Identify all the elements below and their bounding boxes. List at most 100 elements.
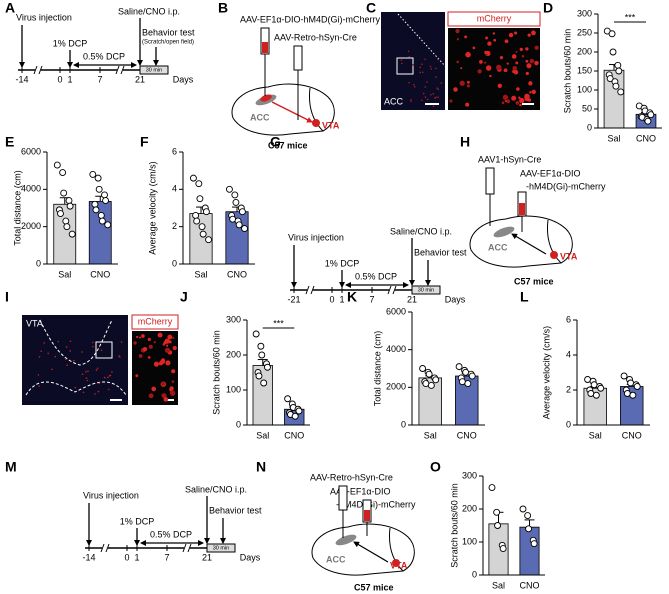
y-tick-label: 100 [226,384,241,394]
panel-label: C [366,0,376,16]
cell [40,350,42,352]
cell [511,54,517,59]
region-label: VTA [322,120,340,130]
cell [139,336,142,339]
cell [148,393,154,399]
cell [525,47,529,51]
data-point [488,484,496,491]
cell [531,30,536,36]
cell [98,382,101,384]
y-axis-label: Scratch bouts/60 min [562,29,572,114]
region-label: VTA [560,251,578,261]
cell [66,364,68,366]
cell [172,336,175,339]
region-label: ACC [384,96,404,106]
cell [85,370,87,373]
data-point [499,545,507,553]
y-tick-label: 100 [462,536,477,546]
cell [96,367,99,370]
bar [88,201,112,265]
event-label: 0.5% DCP [83,51,125,61]
cell [410,98,412,101]
cell [65,346,68,348]
data-point [493,508,501,516]
window-label: 30 min [146,67,163,73]
cell [413,84,415,86]
event-label: 1% DCP [53,38,88,48]
cell [86,379,89,382]
cell [72,359,75,362]
cell [432,105,435,108]
y-tick-label: 0 [587,122,592,132]
cell [108,375,111,377]
region-label: ACC [326,554,346,564]
cell [165,360,171,366]
event-label: Behavior test [414,247,467,257]
data-point [612,82,620,90]
data-point [525,525,533,533]
cell [449,99,453,103]
cell [69,340,72,343]
cell [151,386,157,392]
cell [436,87,438,89]
cell [136,335,139,339]
mouse-label: C57 mice [268,140,308,150]
cell [412,63,414,66]
data-point [255,372,263,380]
cell [120,341,123,343]
axis-break [35,66,41,74]
x-tick-label: Sal [607,133,620,143]
data-point [620,372,628,380]
panel-label: H [460,134,470,150]
cell [525,59,529,63]
brain [231,83,335,136]
cell [529,91,532,94]
axis-break [310,285,315,295]
event-label: 1% DCP [120,516,155,526]
y-axis-label: Total distance (cm) [12,170,22,246]
data-point [257,342,265,350]
x-tick-label: Sal [424,430,437,440]
cell [485,65,492,71]
data-point [629,391,637,399]
day-label: 21 [407,294,417,304]
cell [401,62,403,65]
cell [419,71,422,74]
cell [508,32,514,38]
cell [440,82,443,84]
event-label: Virus injection [83,490,139,500]
data-point [644,117,652,125]
y-tick-label: 50 [582,103,592,113]
y-tick-label: 4000 [21,184,41,194]
axis-break [307,286,313,294]
y-tick-label: 0 [36,258,41,268]
cell [100,349,103,352]
cell [501,101,505,105]
cell [466,80,470,84]
y-tick-label: 0 [236,419,241,429]
y-tick-label: 0 [566,419,571,429]
syringe [485,167,527,232]
cell [148,344,153,349]
cell [162,343,166,346]
cell [51,368,53,371]
micrograph-i: VTA mCherry [22,314,179,405]
day-label: 1 [134,552,139,562]
cell [54,355,57,358]
stain-header [131,314,179,330]
region-label: VTA [390,560,408,570]
cell [526,63,532,69]
day-label: -21 [287,294,300,304]
x-tick-label: CNO [622,430,642,440]
day-label: 0 [329,294,334,304]
panel-label: F [140,134,149,150]
panel-label: I [5,289,9,305]
event-note: (Scratch/open field) [142,40,194,46]
y-tick-label: 4000 [386,344,406,354]
cell [408,81,410,84]
cell [426,81,428,83]
data-point [94,174,102,182]
